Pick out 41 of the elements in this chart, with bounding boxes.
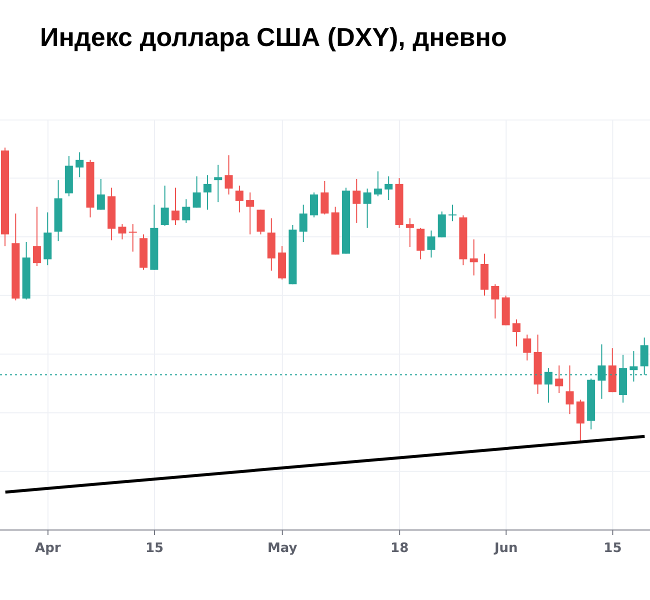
- candlestick: [192, 176, 201, 208]
- candlestick: [555, 364, 564, 394]
- candlestick: [214, 164, 222, 203]
- candlestick: [203, 174, 212, 210]
- candlestick: [523, 334, 532, 361]
- candlestick: [438, 210, 446, 238]
- candlestick: [448, 204, 457, 222]
- candlestick: [299, 204, 308, 242]
- candlestick: [384, 176, 393, 201]
- candlestick: [235, 185, 244, 213]
- x-tick-label: 15: [604, 541, 622, 556]
- candlestick: [512, 318, 520, 347]
- candlestick: [406, 218, 414, 248]
- candlestick: [363, 188, 372, 228]
- candlestick: [118, 224, 126, 240]
- candlestick: [32, 206, 41, 267]
- candlestick: [182, 198, 190, 224]
- candlestick: [416, 227, 425, 260]
- candlestick: [566, 364, 574, 415]
- candlestick: [160, 185, 169, 226]
- candlestick: [576, 399, 584, 442]
- candlestick: [491, 284, 500, 320]
- candlestick: [256, 209, 265, 235]
- candlestick: [352, 178, 361, 224]
- candlestick: [310, 192, 318, 218]
- candlestick: [76, 152, 84, 178]
- x-tick-label: Jun: [493, 541, 518, 556]
- x-tick-label: May: [267, 541, 298, 556]
- candlestick: [320, 180, 329, 215]
- candlestick: [374, 170, 382, 197]
- chart-title: Индекс доллара США (DXY), дневно: [39, 21, 508, 54]
- x-tick-label: 18: [390, 541, 409, 556]
- candlestick: [427, 230, 436, 258]
- candlestick: [470, 238, 478, 276]
- candlestick: [171, 187, 180, 226]
- candlestick: [224, 154, 233, 195]
- x-tick-label: 15: [145, 541, 164, 556]
- candlestick: [128, 224, 137, 252]
- x-tick-label: Apr: [35, 541, 62, 556]
- candlestick: [246, 192, 254, 235]
- candlestick: [96, 178, 105, 210]
